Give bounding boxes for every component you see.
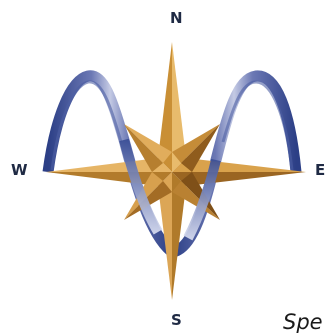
tagline-text: Spe: [283, 310, 323, 333]
compass-star-icon: [46, 42, 306, 300]
south-label: S: [171, 311, 182, 329]
west-label: W: [11, 161, 28, 179]
north-label: N: [170, 9, 183, 27]
east-label: E: [315, 161, 326, 179]
sine-wave-front: [119, 138, 221, 241]
